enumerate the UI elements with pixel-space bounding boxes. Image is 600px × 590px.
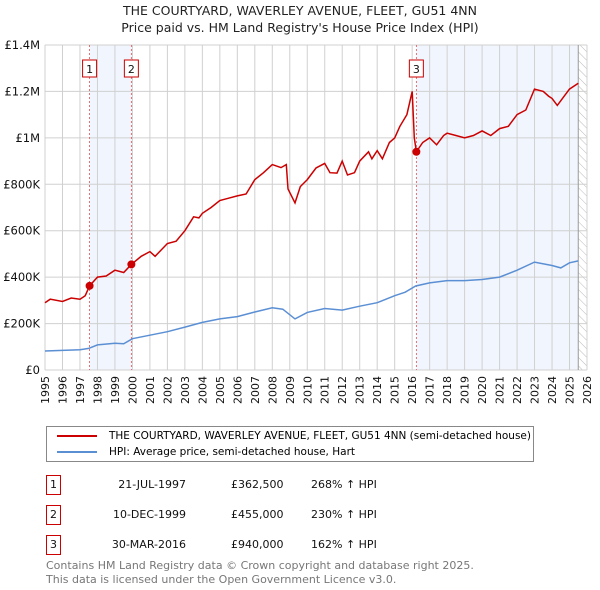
x-tick-label: 2022 bbox=[511, 376, 524, 404]
sale-point bbox=[412, 147, 421, 156]
sale-marker-box bbox=[408, 59, 424, 78]
x-tick-label: 1996 bbox=[56, 376, 69, 404]
sale-marker-badge: 2 bbox=[46, 505, 61, 525]
forecast-hatch bbox=[578, 45, 587, 370]
x-tick-label: 2021 bbox=[494, 376, 507, 404]
x-tick-label: 2017 bbox=[424, 376, 437, 404]
y-tick-label: £800K bbox=[3, 177, 40, 191]
sale-row: 3 30-MAR-2016 £940,000 162% ↑ HPI bbox=[46, 535, 446, 555]
sale-point bbox=[127, 260, 136, 269]
legend-label: THE COURTYARD, WAVERLEY AVENUE, FLEET, G… bbox=[109, 430, 531, 442]
x-tick-label: 2007 bbox=[249, 376, 262, 404]
series-line bbox=[44, 82, 579, 304]
x-tick-label: 2003 bbox=[179, 376, 192, 404]
footer-copyright: Contains HM Land Registry data © Crown c… bbox=[46, 559, 474, 572]
shaded-period bbox=[416, 45, 579, 370]
price-chart: 1995 1996 1997 1998 1999 2000 2001 2002 2003 2004… bbox=[3, 38, 594, 404]
sale-row: 2 10-DEC-1999 £455,000 230% ↑ HPI bbox=[46, 505, 446, 525]
blue-line-swatch bbox=[57, 451, 97, 453]
sale-price: £455,000 bbox=[231, 508, 284, 521]
y-tick-label: £1.2M bbox=[4, 84, 40, 98]
x-tick-label: 2011 bbox=[319, 376, 332, 404]
x-tick-label: 1995 bbox=[39, 376, 52, 404]
x-tick-label: 2012 bbox=[336, 376, 349, 404]
sale-marker-box bbox=[82, 59, 98, 78]
x-tick-label: 2006 bbox=[231, 376, 244, 404]
y-tick-label: £1.4M bbox=[4, 38, 40, 52]
x-tick-label: 1997 bbox=[74, 376, 87, 404]
x-tick-label: 2004 bbox=[196, 376, 209, 404]
y-tick-label: £400K bbox=[3, 270, 40, 284]
y-tick-label: £0 bbox=[25, 363, 40, 377]
legend-item-property: THE COURTYARD, WAVERLEY AVENUE, FLEET, G… bbox=[57, 428, 531, 444]
sale-hpi: 162% ↑ HPI bbox=[311, 538, 377, 551]
sale-date: 30-MAR-2016 bbox=[111, 538, 186, 551]
y-tick-label: £200K bbox=[3, 317, 40, 331]
sale-marker-label: 3 bbox=[413, 63, 420, 76]
sale-hpi: 230% ↑ HPI bbox=[311, 508, 377, 521]
shaded-period bbox=[89, 45, 132, 370]
y-tick-label: £600K bbox=[3, 224, 40, 238]
sale-price: £362,500 bbox=[231, 478, 284, 491]
x-tick-label: 1998 bbox=[91, 376, 104, 404]
x-tick-label: 2019 bbox=[459, 376, 472, 404]
sale-marker-label: 1 bbox=[86, 63, 93, 76]
x-tick-label: 2008 bbox=[266, 376, 279, 404]
x-tick-label: 2010 bbox=[301, 376, 314, 404]
chart-title: THE COURTYARD, WAVERLEY AVENUE, FLEET, G… bbox=[123, 3, 477, 18]
sale-marker-badge: 1 bbox=[46, 475, 61, 495]
x-tick-label: 2020 bbox=[476, 376, 489, 404]
x-tick-label: 2024 bbox=[546, 376, 559, 404]
x-tick-label: 2026 bbox=[581, 376, 594, 404]
red-line-swatch bbox=[57, 435, 97, 437]
legend: THE COURTYARD, WAVERLEY AVENUE, FLEET, G… bbox=[46, 426, 534, 462]
x-tick-label: 2005 bbox=[214, 376, 227, 404]
x-tick-label: 2014 bbox=[371, 376, 384, 404]
sale-marker-box bbox=[123, 59, 139, 78]
legend-label: HPI: Average price, semi-detached house,… bbox=[109, 446, 355, 458]
sale-marker-label: 2 bbox=[128, 63, 135, 76]
sale-point bbox=[85, 281, 94, 290]
y-tick-label: £1M bbox=[15, 131, 40, 145]
x-tick-label: 2002 bbox=[161, 376, 174, 404]
x-tick-label: 2013 bbox=[354, 376, 367, 404]
x-tick-label: 2025 bbox=[564, 376, 577, 404]
x-tick-label: 1999 bbox=[109, 376, 122, 404]
sale-hpi: 268% ↑ HPI bbox=[311, 478, 377, 491]
sale-row: 1 21-JUL-1997 £362,500 268% ↑ HPI bbox=[46, 475, 446, 495]
sale-date: 10-DEC-1999 bbox=[112, 508, 186, 521]
x-tick-label: 2015 bbox=[389, 376, 402, 404]
series-line bbox=[44, 260, 579, 352]
x-tick-label: 2016 bbox=[406, 376, 419, 404]
chart-subtitle: Price paid vs. HM Land Registry's House … bbox=[121, 20, 479, 35]
sale-date: 21-JUL-1997 bbox=[118, 478, 186, 491]
sale-price: £940,000 bbox=[231, 538, 284, 551]
footer-licence: This data is licensed under the Open Gov… bbox=[46, 573, 397, 586]
sale-marker-badge: 3 bbox=[46, 535, 61, 555]
x-tick-label: 2000 bbox=[126, 376, 139, 404]
x-tick-label: 2001 bbox=[144, 376, 157, 404]
legend-item-hpi: HPI: Average price, semi-detached house,… bbox=[57, 444, 355, 460]
x-tick-label: 2009 bbox=[284, 376, 297, 404]
x-tick-label: 2023 bbox=[529, 376, 542, 404]
x-tick-label: 2018 bbox=[441, 376, 454, 404]
